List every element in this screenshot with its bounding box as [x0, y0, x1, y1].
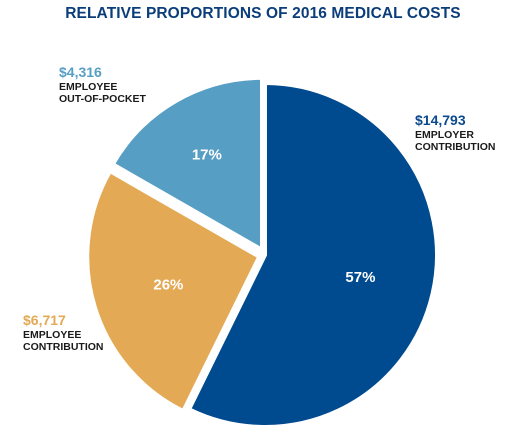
- employer-contribution-line1: EMPLOYER: [415, 129, 474, 142]
- pie-percent-labels: 57% 26% 17%: [153, 147, 375, 294]
- chart-title: RELATIVE PROPORTIONS OF 2016 MEDICAL COS…: [65, 5, 461, 22]
- pie-slice-employee-out-of-pocket: [110, 75, 264, 252]
- employee-contribution-line2: CONTRIBUTION: [23, 341, 104, 354]
- pie-slice-employer-contribution: [187, 81, 439, 429]
- employee-out-of-pocket-line2: OUT-OF-POCKET: [59, 93, 146, 106]
- callout-employee-contribution: $6,717 EMPLOYEE CONTRIBUTION: [23, 312, 104, 353]
- percent-label-employee-contribution: 26%: [153, 276, 183, 293]
- pie-slices: [85, 75, 439, 429]
- employee-out-of-pocket-amount: $4,316: [59, 64, 102, 80]
- employer-contribution-amount: $14,793: [415, 112, 466, 128]
- employer-contribution-line2: CONTRIBUTION: [415, 141, 496, 154]
- employee-out-of-pocket-line1: EMPLOYEE: [59, 81, 118, 94]
- callout-employer-contribution: $14,793 EMPLOYER CONTRIBUTION: [415, 112, 496, 153]
- employee-contribution-line1: EMPLOYEE: [23, 329, 82, 342]
- percent-label-employee-out-of-pocket: 17%: [192, 147, 222, 164]
- percent-label-employer-contribution: 57%: [345, 269, 375, 286]
- employee-contribution-amount: $6,717: [23, 312, 66, 328]
- pie-slice-employee-contribution: [85, 169, 262, 414]
- callout-employee-out-of-pocket: $4,316 EMPLOYEE OUT-OF-POCKET: [59, 64, 146, 105]
